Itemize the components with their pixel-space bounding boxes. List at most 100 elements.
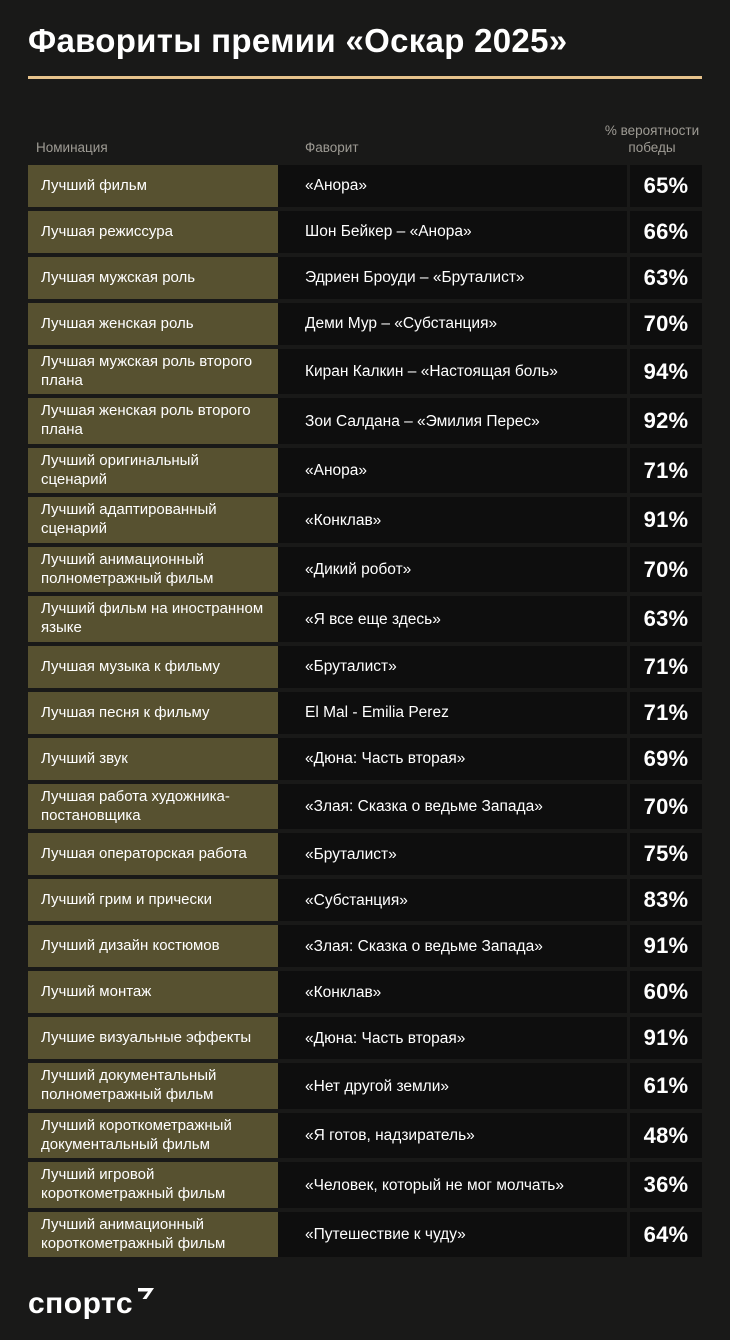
nomination-cell: Лучший монтаж <box>28 971 278 1014</box>
favorite-cell: Киран Калкин – «Настоящая боль» <box>278 348 627 395</box>
probability-cell: 91% <box>630 497 702 543</box>
probability-cell: 36% <box>630 1162 702 1208</box>
favorite-cell: Эдриен Броуди – «Бруталист» <box>278 256 627 299</box>
favorite-cell: «Человек, который не мог молчать» <box>278 1162 627 1208</box>
probability-cell: 60% <box>630 971 702 1014</box>
table-row: Лучший фильм на иностранном языке «Я все… <box>28 596 702 642</box>
table-row: Лучший фильм «Анора» 65% <box>28 164 702 207</box>
table-row: Лучшая мужская роль второго плана Киран … <box>28 348 702 395</box>
table-row: Лучший дизайн костюмов «Злая: Сказка о в… <box>28 925 702 968</box>
nomination-cell: Лучший звук <box>28 737 278 780</box>
favorite-cell: Деми Мур – «Субстанция» <box>278 302 627 345</box>
nomination-cell: Лучшая операторская работа <box>28 833 278 876</box>
probability-cell: 91% <box>630 1017 702 1060</box>
table-row: Лучший анимационный короткометражный фил… <box>28 1211 702 1258</box>
table-row: Лучший звук «Дюна: Часть вторая» 69% <box>28 737 702 780</box>
favorite-cell: «Субстанция» <box>278 879 627 922</box>
probability-cell: 75% <box>630 833 702 876</box>
probability-cell: 92% <box>630 398 702 444</box>
probability-cell: 91% <box>630 925 702 968</box>
nomination-cell: Лучшая музыка к фильму <box>28 645 278 688</box>
column-header-probability: % вероятности победы <box>604 122 700 156</box>
table-row: Лучшая режиссура Шон Бейкер – «Анора» 66… <box>28 210 702 253</box>
table-row: Лучшая женская роль Деми Мур – «Субстанц… <box>28 302 702 345</box>
favorite-cell: «Бруталист» <box>278 645 627 688</box>
probability-cell: 70% <box>630 546 702 593</box>
title-divider <box>28 75 702 79</box>
flag-icon <box>138 1288 155 1300</box>
nomination-cell: Лучшая режиссура <box>28 210 278 253</box>
nomination-cell: Лучший анимационный полнометражный фильм <box>28 546 278 593</box>
nomination-cell: Лучшая песня к фильму <box>28 691 278 734</box>
probability-cell: 70% <box>630 302 702 345</box>
nomination-cell: Лучший оригинальный сценарий <box>28 447 278 494</box>
probability-cell: 94% <box>630 348 702 395</box>
favorite-cell: «Я все еще здесь» <box>278 596 627 642</box>
favorite-cell: «Дюна: Часть вторая» <box>278 737 627 780</box>
probability-cell: 83% <box>630 879 702 922</box>
probability-cell: 48% <box>630 1112 702 1159</box>
nomination-cell: Лучший короткометражный документальный ф… <box>28 1112 278 1159</box>
page-title: Фавориты премии «Оскар 2025» <box>28 22 568 59</box>
favorite-cell: Шон Бейкер – «Анора» <box>278 210 627 253</box>
table-row: Лучший оригинальный сценарий «Анора» 71% <box>28 447 702 494</box>
table-row: Лучшая операторская работа «Бруталист» 7… <box>28 833 702 876</box>
nomination-cell: Лучшая женская роль <box>28 302 278 345</box>
nomination-cell: Лучшая мужская роль второго плана <box>28 348 278 395</box>
probability-cell: 65% <box>630 164 702 207</box>
probability-cell: 69% <box>630 737 702 780</box>
favorite-cell: «Дюна: Часть вторая» <box>278 1017 627 1060</box>
table-row: Лучшая мужская роль Эдриен Броуди – «Бру… <box>28 256 702 299</box>
table-row: Лучшая женская роль второго плана Зои Са… <box>28 398 702 444</box>
probability-cell: 63% <box>630 596 702 642</box>
column-header-nomination: Номинация <box>36 139 108 155</box>
probability-cell: 71% <box>630 645 702 688</box>
favorite-cell: «Анора» <box>278 164 627 207</box>
probability-cell: 66% <box>630 210 702 253</box>
favorite-cell: «Дикий робот» <box>278 546 627 593</box>
table-row: Лучший игровой короткометражный фильм «Ч… <box>28 1162 702 1208</box>
favorites-table: Лучший фильм «Анора» 65% Лучшая режиссур… <box>28 164 702 1258</box>
table-row: Лучшая работа художника-постановщика «Зл… <box>28 783 702 830</box>
footer: спортс <box>28 1288 702 1319</box>
table-row: Лучший адаптированный сценарий «Конклав»… <box>28 497 702 543</box>
nomination-cell: Лучший фильм на иностранном языке <box>28 596 278 642</box>
nomination-cell: Лучший документальный полнометражный фил… <box>28 1063 278 1109</box>
probability-cell: 63% <box>630 256 702 299</box>
favorite-cell: «Я готов, надзиратель» <box>278 1112 627 1159</box>
nomination-cell: Лучшие визуальные эффекты <box>28 1017 278 1060</box>
table-row: Лучший монтаж «Конклав» 60% <box>28 971 702 1014</box>
probability-cell: 71% <box>630 447 702 494</box>
column-headers: Номинация Фаворит % вероятности победы <box>28 119 702 156</box>
nomination-cell: Лучший игровой короткометражный фильм <box>28 1162 278 1208</box>
nomination-cell: Лучшая мужская роль <box>28 256 278 299</box>
nomination-cell: Лучший грим и прически <box>28 879 278 922</box>
favorite-cell: El Mal - Emilia Perez <box>278 691 627 734</box>
favorite-cell: «Злая: Сказка о ведьме Запада» <box>278 925 627 968</box>
nomination-cell: Лучший дизайн костюмов <box>28 925 278 968</box>
favorite-cell: «Конклав» <box>278 971 627 1014</box>
favorite-cell: «Анора» <box>278 447 627 494</box>
favorite-cell: «Бруталист» <box>278 833 627 876</box>
table-row: Лучшая музыка к фильму «Бруталист» 71% <box>28 645 702 688</box>
table-row: Лучшие визуальные эффекты «Дюна: Часть в… <box>28 1017 702 1060</box>
nomination-cell: Лучший фильм <box>28 164 278 207</box>
nomination-cell: Лучший анимационный короткометражный фил… <box>28 1211 278 1258</box>
table-row: Лучший анимационный полнометражный фильм… <box>28 546 702 593</box>
nomination-cell: Лучшая работа художника-постановщика <box>28 783 278 830</box>
favorite-cell: Зои Салдана – «Эмилия Перес» <box>278 398 627 444</box>
column-header-favorite: Фаворит <box>305 139 359 155</box>
probability-cell: 70% <box>630 783 702 830</box>
favorite-cell: «Путешествие к чуду» <box>278 1211 627 1258</box>
probability-cell: 71% <box>630 691 702 734</box>
table-row: Лучший короткометражный документальный ф… <box>28 1112 702 1159</box>
table-row: Лучший грим и прически «Субстанция» 83% <box>28 879 702 922</box>
favorite-cell: «Злая: Сказка о ведьме Запада» <box>278 783 627 830</box>
probability-cell: 61% <box>630 1063 702 1109</box>
favorite-cell: «Нет другой земли» <box>278 1063 627 1109</box>
nomination-cell: Лучшая женская роль второго плана <box>28 398 278 444</box>
probability-cell: 64% <box>630 1211 702 1258</box>
table-row: Лучший документальный полнометражный фил… <box>28 1063 702 1109</box>
table-row: Лучшая песня к фильму El Mal - Emilia Pe… <box>28 691 702 734</box>
